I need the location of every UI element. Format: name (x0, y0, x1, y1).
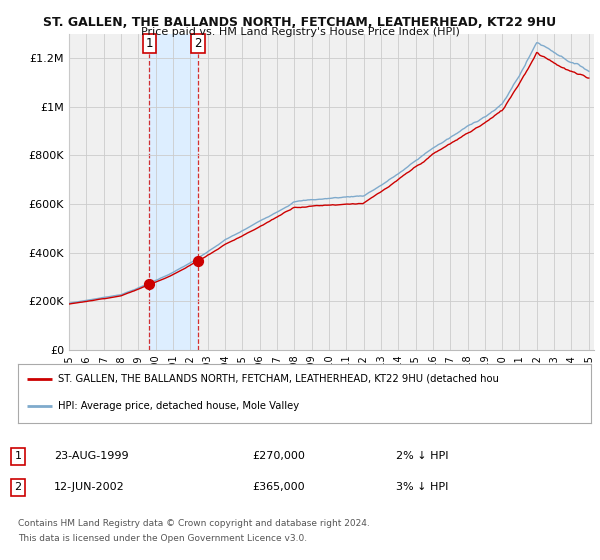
Text: HPI: Average price, detached house, Mole Valley: HPI: Average price, detached house, Mole… (58, 402, 299, 412)
Text: 12-JUN-2002: 12-JUN-2002 (54, 482, 125, 492)
Text: This data is licensed under the Open Government Licence v3.0.: This data is licensed under the Open Gov… (18, 534, 307, 543)
Text: 3% ↓ HPI: 3% ↓ HPI (396, 482, 448, 492)
Text: £365,000: £365,000 (252, 482, 305, 492)
Text: 23-AUG-1999: 23-AUG-1999 (54, 451, 128, 461)
Bar (149, 34, 198, 350)
Text: 2: 2 (194, 36, 202, 50)
Text: ST. GALLEN, THE BALLANDS NORTH, FETCHAM, LEATHERHEAD, KT22 9HU (detached hou: ST. GALLEN, THE BALLANDS NORTH, FETCHAM,… (58, 374, 499, 384)
Text: 1: 1 (14, 451, 22, 461)
Text: 2% ↓ HPI: 2% ↓ HPI (396, 451, 449, 461)
Point (193, 256, 203, 265)
Text: Price paid vs. HM Land Registry's House Price Index (HPI): Price paid vs. HM Land Registry's House … (140, 27, 460, 37)
Text: 1: 1 (146, 36, 153, 50)
Point (145, 280, 154, 289)
Text: ST. GALLEN, THE BALLANDS NORTH, FETCHAM, LEATHERHEAD, KT22 9HU: ST. GALLEN, THE BALLANDS NORTH, FETCHAM,… (43, 16, 557, 29)
Text: £270,000: £270,000 (252, 451, 305, 461)
Text: 2: 2 (14, 482, 22, 492)
Text: Contains HM Land Registry data © Crown copyright and database right 2024.: Contains HM Land Registry data © Crown c… (18, 519, 370, 528)
